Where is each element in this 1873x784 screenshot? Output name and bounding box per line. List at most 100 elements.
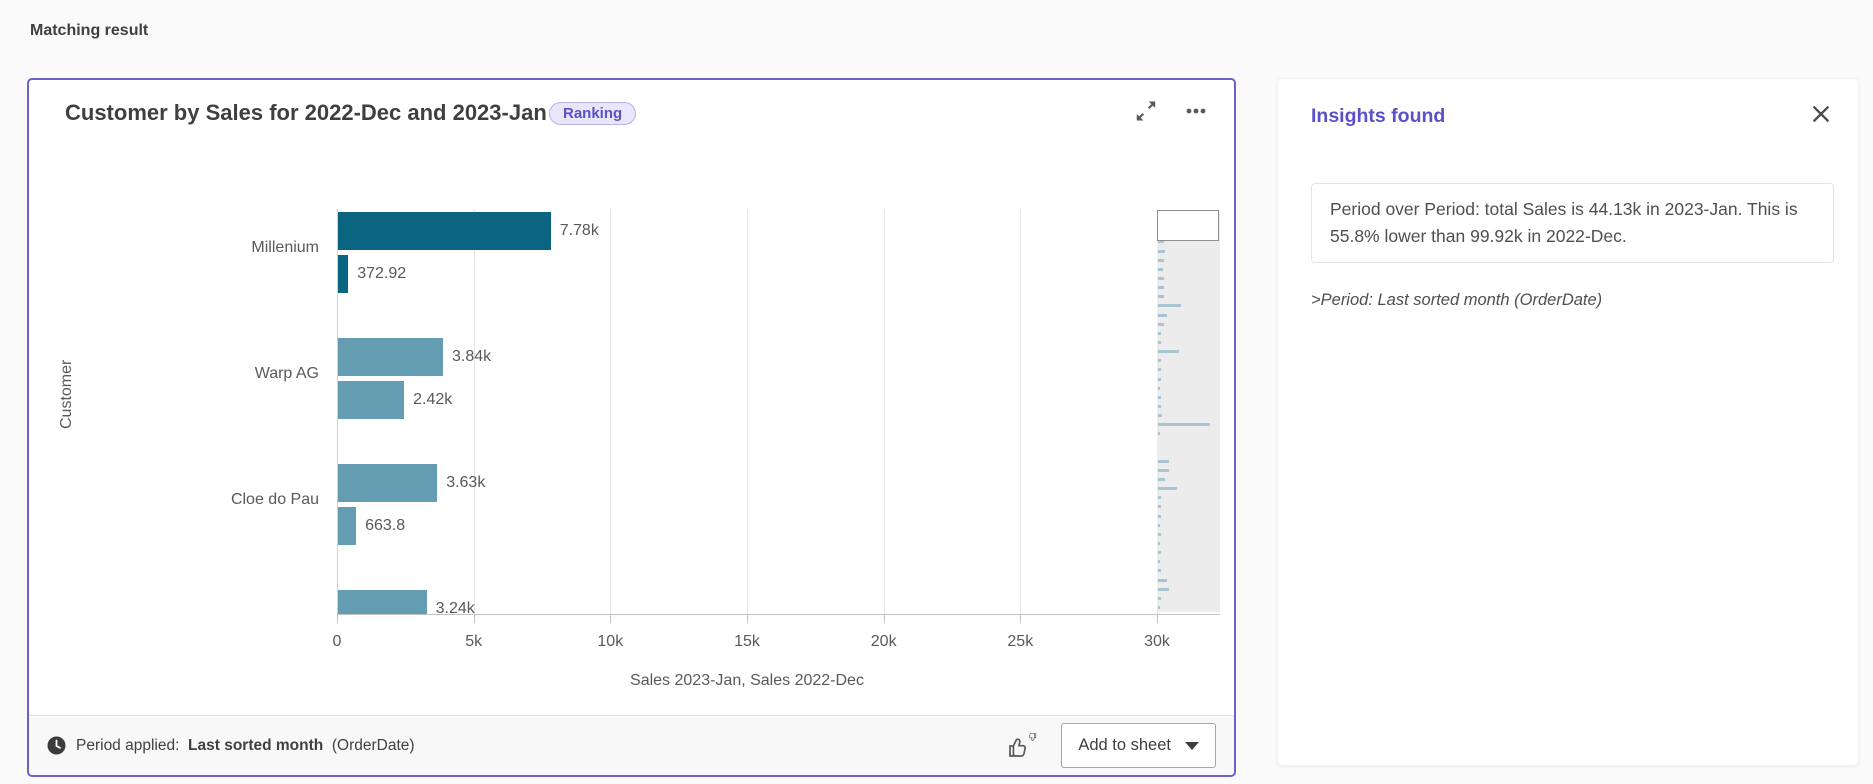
x-axis-line	[337, 614, 1220, 615]
x-tick-label: 20k	[870, 633, 897, 650]
bar-sales-2023-jan[interactable]	[338, 338, 443, 376]
minimap-bar	[1158, 350, 1180, 353]
minimap-bar	[1158, 532, 1162, 536]
minimap-bar	[1158, 286, 1164, 290]
minimap-bar	[1158, 313, 1167, 317]
customer-label: Cloe do Pau	[230, 491, 319, 508]
expand-icon[interactable]	[1129, 94, 1163, 128]
bar-sales-2022-dec[interactable]	[338, 255, 349, 293]
minimap-bar	[1158, 496, 1161, 500]
minimap-bar	[1158, 605, 1160, 609]
chart-card-footer: Period applied: Last sorted month (Order…	[29, 715, 1234, 775]
minimap-bar	[1158, 295, 1165, 299]
x-tick-label: 10k	[597, 633, 624, 650]
minimap-bar	[1158, 395, 1161, 399]
x-axis-title: Sales 2023-Jan, Sales 2022-Dec	[630, 672, 864, 689]
minimap-bar	[1158, 432, 1160, 436]
minimap-bar	[1158, 523, 1160, 527]
minimap-bar	[1158, 304, 1181, 308]
page-title: Matching result	[30, 22, 149, 39]
minimap-bar	[1158, 340, 1162, 344]
bar-value-label: 3.84k	[452, 348, 492, 365]
minimap-bar	[1158, 560, 1160, 564]
chart-card: Customer by Sales for 2022-Dec and 2023-…	[27, 78, 1236, 777]
minimap-bar	[1158, 277, 1164, 280]
minimap-bar	[1158, 240, 1165, 244]
minimap-bar	[1158, 377, 1161, 381]
minimap-bar	[1158, 249, 1165, 253]
minimap-bar	[1158, 423, 1211, 427]
chevron-down-icon	[1185, 741, 1199, 750]
close-icon[interactable]	[1806, 99, 1836, 129]
minimap-bar	[1158, 359, 1161, 363]
axis-tick	[337, 615, 338, 623]
minimap-bar	[1158, 578, 1168, 582]
insights-panel-title: Insights found	[1311, 105, 1446, 127]
bar-value-label: 663.8	[365, 517, 406, 534]
axis-tick	[473, 615, 475, 623]
gridline	[337, 209, 338, 614]
chart-minimap-scrollbar[interactable]	[1157, 210, 1220, 612]
bar-sales-2022-dec[interactable]	[338, 507, 357, 545]
minimap-bar	[1158, 541, 1160, 545]
bar-value-label: 2.42k	[413, 391, 453, 408]
insight-period-note: >Period: Last sorted month (OrderDate)	[1311, 291, 1603, 309]
minimap-bar	[1158, 514, 1161, 518]
minimap-bar	[1158, 267, 1163, 271]
bar-sales-2023-jan[interactable]	[338, 464, 438, 502]
x-tick-label: 15k	[734, 633, 760, 650]
minimap-bar	[1158, 404, 1162, 408]
minimap-bar	[1158, 596, 1161, 600]
insights-panel: Insights found Period over Period: total…	[1277, 78, 1859, 766]
bar-sales-2022-dec[interactable]	[338, 381, 405, 419]
customer-label: Warp AG	[254, 365, 319, 382]
insight-text-box: Period over Period: total Sales is 44.13…	[1311, 183, 1834, 264]
minimap-bar	[1158, 414, 1162, 417]
minimap-bar	[1158, 258, 1165, 262]
feedback-thumbs-icon[interactable]	[1005, 729, 1039, 763]
gridline	[610, 209, 612, 614]
bar-sales-2023-jan[interactable]	[338, 212, 551, 250]
axis-tick	[747, 615, 748, 623]
x-tick-label: 5k	[465, 633, 483, 650]
minimap-bar	[1158, 505, 1161, 509]
gridline	[883, 209, 885, 614]
minimap-bar	[1158, 569, 1161, 573]
bar-chart-plot-area: 7.78k 372.92 3.84k 2.42k 3.63k 663.8 3.24k	[337, 209, 1220, 614]
gridline	[747, 209, 748, 614]
clock-icon	[47, 736, 66, 755]
add-to-sheet-label: Add to sheet	[1078, 736, 1171, 754]
ranking-badge: Ranking	[549, 102, 637, 125]
bar-sales-2023-jan[interactable]	[338, 590, 427, 614]
customer-label: Millenium	[251, 239, 319, 256]
x-tick-label: 0	[332, 633, 342, 650]
gridline	[473, 209, 475, 614]
minimap-viewport-handle[interactable]	[1157, 210, 1219, 241]
minimap-bar	[1158, 322, 1164, 326]
minimap-bar	[1158, 459, 1169, 463]
minimap-bar	[1158, 386, 1160, 390]
axis-tick	[1020, 615, 1022, 623]
add-to-sheet-button[interactable]: Add to sheet	[1061, 723, 1216, 768]
minimap-bar	[1158, 368, 1161, 372]
axis-tick	[610, 615, 612, 623]
x-tick-label: 25k	[1007, 633, 1034, 650]
minimap-bar	[1158, 487, 1177, 491]
gridline	[1020, 209, 1022, 614]
minimap-bar	[1158, 551, 1161, 554]
axis-tick	[1157, 615, 1158, 623]
x-tick-label: 30k	[1144, 633, 1170, 650]
minimap-bar	[1158, 478, 1165, 481]
bar-value-label: 3.24k	[435, 600, 475, 614]
y-axis-labels: Millenium Warp AG Cloe do Pau	[29, 209, 327, 614]
minimap-bar	[1158, 331, 1162, 335]
more-options-icon[interactable]	[1179, 94, 1213, 128]
minimap-bar	[1158, 468, 1169, 472]
minimap-bar	[1158, 587, 1169, 591]
chart-title: Customer by Sales for 2022-Dec and 2023-…	[65, 100, 547, 125]
bar-value-label: 372.92	[357, 265, 407, 282]
period-applied-text: Period applied: Last sorted month (Order…	[76, 736, 415, 754]
bar-value-label: 7.78k	[559, 222, 599, 239]
bar-value-label: 3.63k	[446, 474, 486, 491]
axis-tick	[883, 615, 885, 623]
